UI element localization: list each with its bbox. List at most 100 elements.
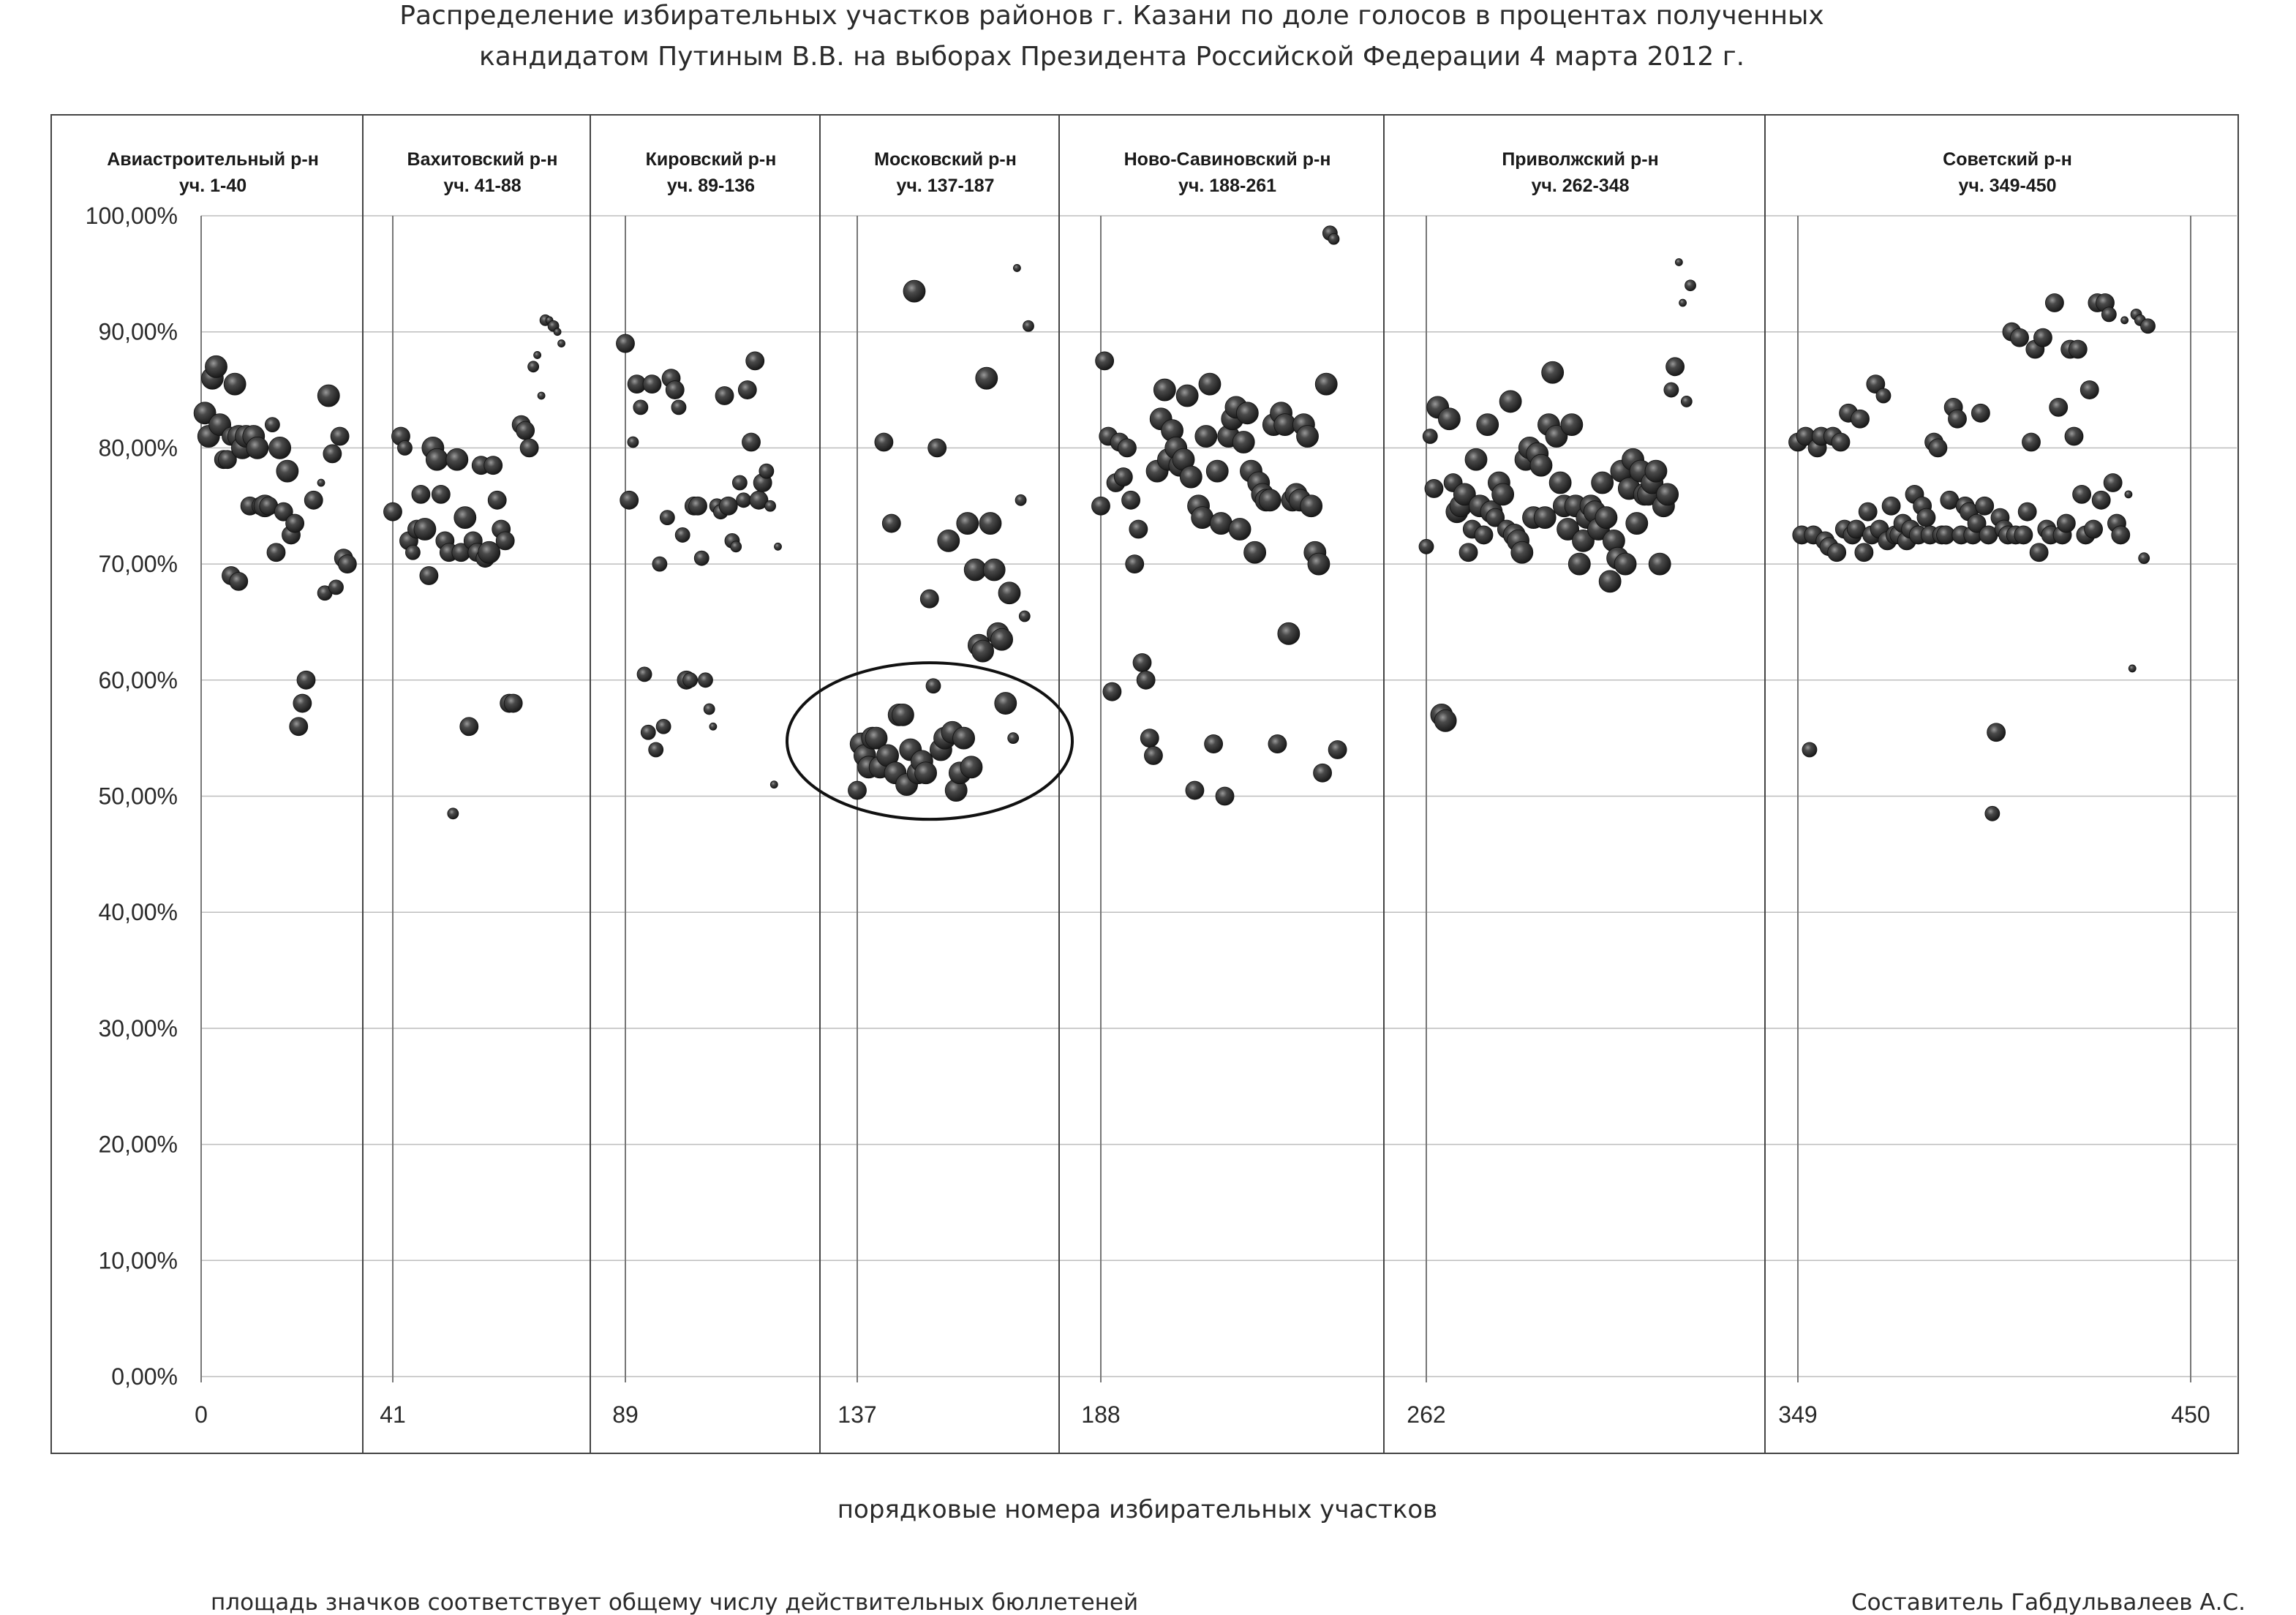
data-point	[1680, 396, 1693, 407]
data-point	[2068, 339, 2088, 359]
chart-title-line-1: Распределение избирательных участков рай…	[399, 1, 1823, 31]
y-tick-label: 70,00%	[98, 551, 178, 577]
data-point	[1013, 264, 1021, 272]
data-point	[1948, 409, 1967, 429]
panel-range-label: уч. 188-261	[1178, 176, 1276, 196]
panel-title: Вахитовский р-н	[407, 149, 558, 170]
data-point	[769, 780, 778, 789]
y-tick-label: 0,00%	[111, 1363, 178, 1390]
data-point	[1975, 496, 1995, 516]
data-point	[2064, 426, 2084, 446]
y-tick-label: 80,00%	[98, 434, 178, 461]
data-point	[1113, 467, 1133, 486]
data-point	[674, 527, 690, 543]
panel-range-label: уч. 89-136	[667, 176, 755, 196]
data-point	[919, 589, 939, 609]
data-point	[495, 531, 515, 551]
data-point	[1015, 494, 1027, 506]
data-point	[975, 366, 998, 390]
data-point	[1296, 425, 1319, 448]
data-point	[1866, 374, 1886, 394]
data-point	[2101, 306, 2117, 323]
data-point	[659, 510, 675, 526]
data-point	[982, 558, 1006, 581]
data-point	[848, 780, 867, 800]
data-point	[330, 426, 350, 446]
data-point	[1453, 483, 1476, 506]
data-point	[1685, 279, 1696, 292]
data-point	[1595, 506, 1618, 530]
data-point	[731, 475, 748, 491]
x-tick-label: 349	[1778, 1401, 1817, 1428]
data-point	[2017, 502, 2037, 522]
data-point	[730, 541, 742, 553]
panel: Приволжский р-н уч. 262-348 262	[1407, 149, 1696, 1428]
data-point	[1300, 494, 1323, 518]
panel: Московский р-н уч. 137-187 137	[838, 149, 1034, 1428]
data-point	[1209, 512, 1232, 535]
data-point	[1987, 723, 2006, 742]
data-point	[1204, 734, 1224, 753]
data-point	[759, 463, 775, 479]
data-point	[1458, 543, 1478, 562]
data-point	[328, 579, 344, 595]
footnote-author: Составитель Габдульвалеев А.С.	[1851, 1589, 2246, 1615]
data-point	[304, 490, 323, 510]
data-point	[2128, 664, 2137, 673]
data-point	[397, 440, 413, 456]
data-point	[655, 718, 671, 734]
data-point	[1665, 357, 1685, 377]
data-point	[1971, 403, 1990, 423]
data-point	[736, 492, 751, 508]
data-point	[2138, 552, 2150, 565]
data-point	[903, 279, 926, 303]
data-point	[1572, 529, 1595, 552]
data-point	[2079, 380, 2099, 399]
y-tick-label: 30,00%	[98, 1015, 178, 1042]
data-point	[1625, 512, 1649, 535]
data-point	[1191, 506, 1214, 530]
data-point	[478, 541, 501, 564]
data-point	[447, 807, 459, 820]
data-point	[648, 742, 664, 758]
data-point	[1591, 471, 1614, 494]
data-point	[285, 513, 305, 533]
data-point	[1510, 541, 1534, 564]
y-axis-ticks: 0,00% 10,00% 20,00% 30,00% 40,00% 50,00% 60,00…	[86, 203, 178, 1390]
data-point	[1136, 670, 1156, 690]
data-point	[1851, 409, 1870, 429]
data-point	[2014, 525, 2033, 545]
data-point	[960, 756, 983, 779]
data-point	[1258, 489, 1281, 512]
x-tick-label: 0	[195, 1401, 208, 1428]
data-point	[715, 386, 734, 405]
data-point	[519, 438, 539, 458]
data-point	[2120, 316, 2129, 325]
data-point	[1091, 496, 1110, 516]
data-point	[1095, 351, 1115, 371]
panel: Авиастроительный р-н уч. 1-40 0	[107, 149, 357, 1428]
data-point	[516, 421, 535, 440]
data-point	[1205, 459, 1229, 483]
panel: Советский р-н уч. 349-450 349 450	[1778, 149, 2210, 1428]
y-tick-label: 20,00%	[98, 1132, 178, 1158]
data-point	[1474, 525, 1494, 545]
data-point	[1313, 763, 1332, 783]
data-point	[914, 761, 937, 785]
data-point	[1533, 506, 1557, 530]
data-point	[223, 372, 246, 396]
data-point	[1984, 805, 2000, 821]
data-point	[774, 542, 782, 551]
data-point	[874, 432, 894, 452]
panel-title: Ново-Савиновский р-н	[1124, 149, 1331, 170]
y-tick-label: 50,00%	[98, 783, 178, 810]
x-tick-label: 262	[1407, 1401, 1445, 1428]
data-point	[1875, 388, 1892, 404]
data-point	[2045, 293, 2064, 312]
data-point	[1121, 490, 1140, 510]
data-point	[1598, 570, 1622, 593]
data-point	[431, 484, 451, 504]
x-tick-label: 450	[2171, 1401, 2210, 1428]
data-point	[317, 384, 340, 407]
data-point	[383, 502, 402, 522]
